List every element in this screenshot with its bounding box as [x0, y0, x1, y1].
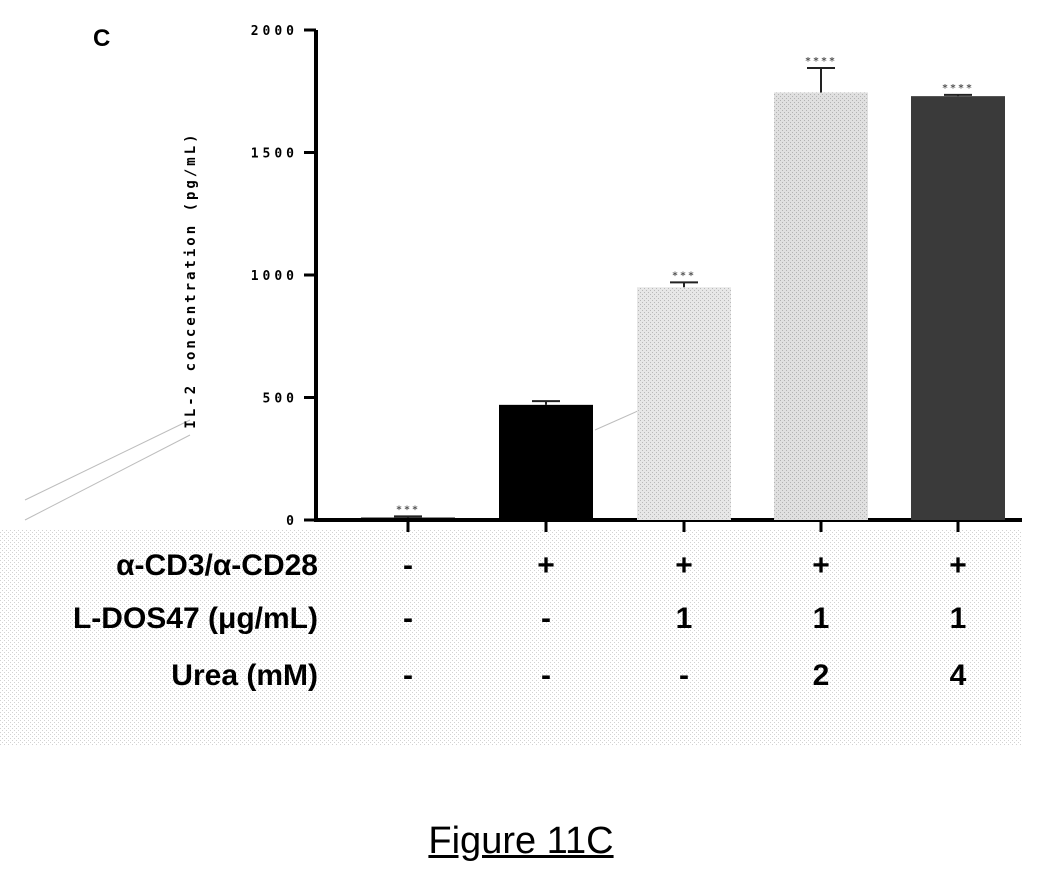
y-tick-label: 0 — [286, 514, 298, 529]
y-tick-label: 2000 — [251, 24, 298, 39]
condition-label: L-DOS47 (μg/mL) — [73, 602, 318, 635]
bar-shade — [774, 92, 868, 520]
condition-value: - — [403, 602, 413, 635]
condition-label: Urea (mM) — [171, 659, 318, 692]
significance-label: **** — [805, 56, 837, 67]
y-tick-label: 1500 — [251, 147, 298, 162]
condition-value: 1 — [813, 602, 830, 635]
bar — [361, 517, 455, 520]
bar-shade — [637, 287, 731, 520]
condition-value: - — [541, 659, 551, 692]
scan-artifact — [24, 434, 191, 521]
condition-value: 1 — [676, 602, 693, 635]
figure-caption: Figure 11C — [428, 820, 614, 862]
panel-label: C — [93, 25, 110, 52]
significance-label: *** — [672, 270, 696, 281]
condition-value: 2 — [813, 659, 830, 692]
condition-value: + — [949, 549, 967, 582]
condition-value: - — [403, 659, 413, 692]
bars: ************** — [361, 56, 1005, 532]
bar — [499, 404, 593, 520]
condition-value: - — [403, 549, 413, 582]
condition-value: + — [675, 549, 693, 582]
label-band — [0, 530, 1022, 745]
condition-value: + — [537, 549, 555, 582]
condition-value: - — [541, 602, 551, 635]
y-ticks: 0 500 1000 1500 2000 — [251, 24, 316, 529]
y-tick-label: 1000 — [251, 269, 298, 284]
condition-value: - — [679, 659, 689, 692]
condition-label: α-CD3/α-CD28 — [116, 549, 318, 582]
condition-value: 1 — [950, 602, 967, 635]
condition-table: α-CD3/α-CD28 - + + + + L-DOS47 (μg/mL) - - 1 1 1 Ure… — [73, 549, 967, 692]
condition-value: + — [812, 549, 830, 582]
significance-label: **** — [942, 83, 974, 94]
y-tick-label: 500 — [263, 392, 298, 407]
scan-artifact — [594, 409, 641, 431]
scan-artifact — [24, 419, 191, 501]
y-axis-title: IL-2 concentration (pg/mL) — [183, 131, 199, 428]
significance-label: *** — [396, 504, 420, 515]
bar — [911, 96, 1005, 521]
condition-value: 4 — [950, 659, 967, 692]
